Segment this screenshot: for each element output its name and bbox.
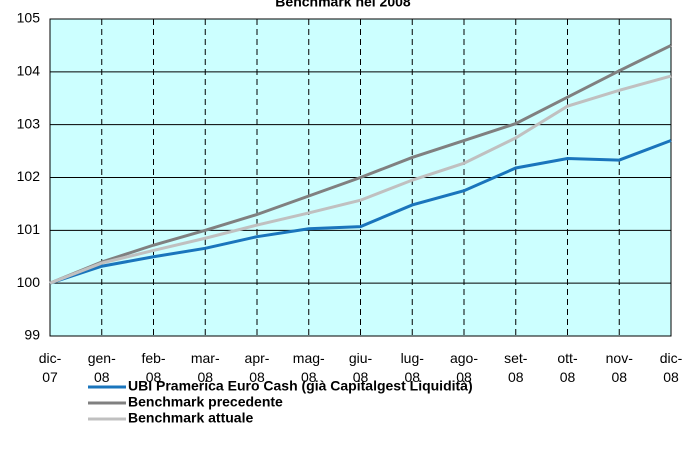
- y-tick-label: 99: [24, 327, 40, 343]
- series-line: [49, 44, 672, 285]
- x-tick-label: ott-08: [557, 350, 578, 385]
- y-tick-label: 103: [17, 115, 41, 131]
- y-tick-label: 101: [17, 221, 41, 237]
- x-tick-label: feb-08: [141, 350, 166, 385]
- y-tick-label: 105: [17, 10, 41, 26]
- legend-label: UBI Pramerica Euro Cash (già Capitalgest…: [128, 378, 473, 394]
- x-tick-label: lug-08: [400, 350, 424, 385]
- y-tick-label: 102: [17, 168, 41, 184]
- series-line: [49, 139, 672, 285]
- x-tick-label: giu-08: [348, 350, 373, 385]
- legend-label: Benchmark precedente: [128, 394, 283, 410]
- x-tick-label: set-08: [504, 350, 528, 385]
- x-tick-label: apr-08: [244, 350, 270, 385]
- y-tick-label: 100: [17, 274, 41, 290]
- series-line: [49, 74, 672, 285]
- y-tick-label: 104: [17, 63, 41, 79]
- x-tick-label: mar-08: [190, 350, 220, 385]
- x-tick-label: mag-08: [292, 350, 325, 385]
- legend-label: Benchmark attuale: [128, 410, 253, 426]
- x-tick-label: gen-08: [87, 350, 116, 385]
- x-tick-label: dic-07: [38, 350, 62, 385]
- chart-title: Benchmark nel 2008: [275, 0, 411, 10]
- x-tick-label: nov-08: [605, 350, 633, 385]
- x-tick-label: ago-08: [449, 350, 479, 385]
- x-tick-label: dic-08: [659, 350, 683, 385]
